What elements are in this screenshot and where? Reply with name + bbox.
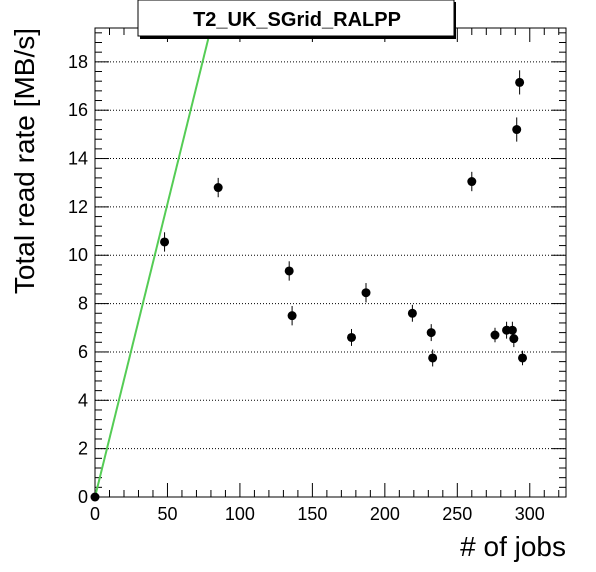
x-tick-label: 0 [90, 504, 100, 524]
y-tick-label: 12 [68, 197, 88, 217]
fit-line-group [94, 27, 212, 498]
title-box: T2_UK_SGrid_RALPP [137, 0, 456, 39]
y-tick-label: 2 [78, 439, 88, 459]
x-tick-label: 250 [442, 504, 472, 524]
data-point [515, 77, 525, 87]
x-tick-labels: 0 50 100 150 200 250 300 [90, 504, 545, 524]
fit-line [94, 27, 212, 498]
chart-title: T2_UK_SGrid_RALPP [193, 9, 401, 31]
data-point [507, 325, 517, 335]
y-tick-label: 18 [68, 52, 88, 72]
x-tick-label: 150 [297, 504, 327, 524]
data-point [287, 311, 297, 321]
x-tick-label: 100 [225, 504, 255, 524]
y-tick-label: 16 [68, 100, 88, 120]
data-point [160, 237, 170, 247]
y-tick-label: 14 [68, 149, 88, 169]
data-point [361, 288, 371, 298]
x-tick-label: 200 [370, 504, 400, 524]
data-point [213, 183, 223, 193]
grid [95, 61, 566, 450]
y-tick-label: 8 [78, 294, 88, 314]
y-tick-label: 4 [78, 390, 88, 410]
data-point [426, 328, 436, 338]
y-tick-labels: 0 2 4 6 8 10 12 14 16 18 [68, 52, 88, 507]
data-point [509, 334, 519, 344]
data-point [490, 330, 500, 340]
x-tick-label: 50 [157, 504, 177, 524]
x-axis-title: # of jobs [460, 531, 566, 562]
axis-ticks [94, 28, 566, 498]
plot-frame [94, 27, 567, 498]
data-point [407, 308, 417, 318]
data-point [518, 353, 528, 363]
y-tick-label: 0 [78, 487, 88, 507]
data-point [428, 353, 438, 363]
data-point [347, 332, 357, 342]
y-axis-title: Total read rate [MB/s] [9, 28, 40, 294]
data-point [90, 492, 100, 502]
x-tick-label: 300 [515, 504, 545, 524]
y-tick-label: 10 [68, 245, 88, 265]
data-point [284, 266, 294, 276]
data-point [512, 125, 522, 135]
data-points [90, 70, 528, 502]
y-tick-label: 6 [78, 342, 88, 362]
data-point [467, 177, 477, 187]
